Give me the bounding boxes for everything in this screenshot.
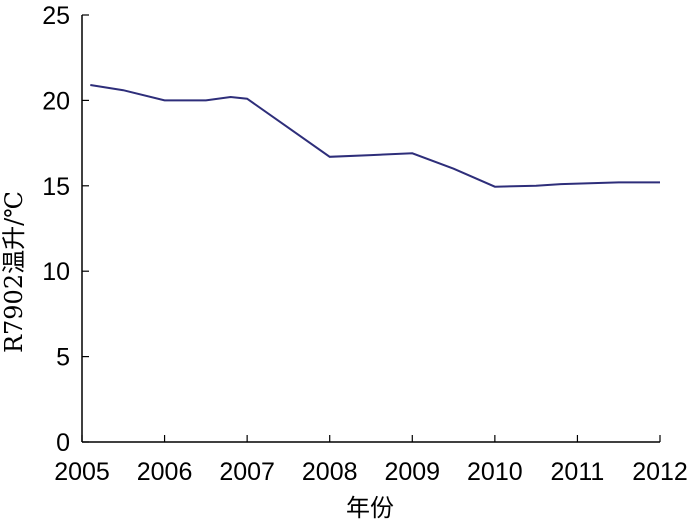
y-tick-label: 5 [56, 344, 70, 372]
y-tick-label: 0 [56, 429, 70, 457]
x-tick-label: 2010 [467, 458, 523, 486]
x-tick-label: 2009 [384, 458, 440, 486]
x-tick-label: 2011 [551, 458, 605, 486]
y-tick-label: 20 [42, 87, 70, 115]
y-tick-label: 25 [42, 2, 70, 30]
x-axis-title: 年份 [346, 494, 394, 522]
x-tick-label: 2012 [632, 458, 688, 486]
x-tick-label: 2007 [219, 458, 275, 486]
x-tick-label: 2005 [54, 458, 110, 486]
y-tick-label: 10 [42, 258, 70, 286]
y-tick-label: 15 [42, 173, 70, 201]
x-tick-label: 2006 [137, 458, 193, 486]
x-tick-label: 2008 [302, 458, 358, 486]
y-axis-title: R7902温升/℃ [0, 191, 28, 353]
series-line [90, 84, 660, 188]
